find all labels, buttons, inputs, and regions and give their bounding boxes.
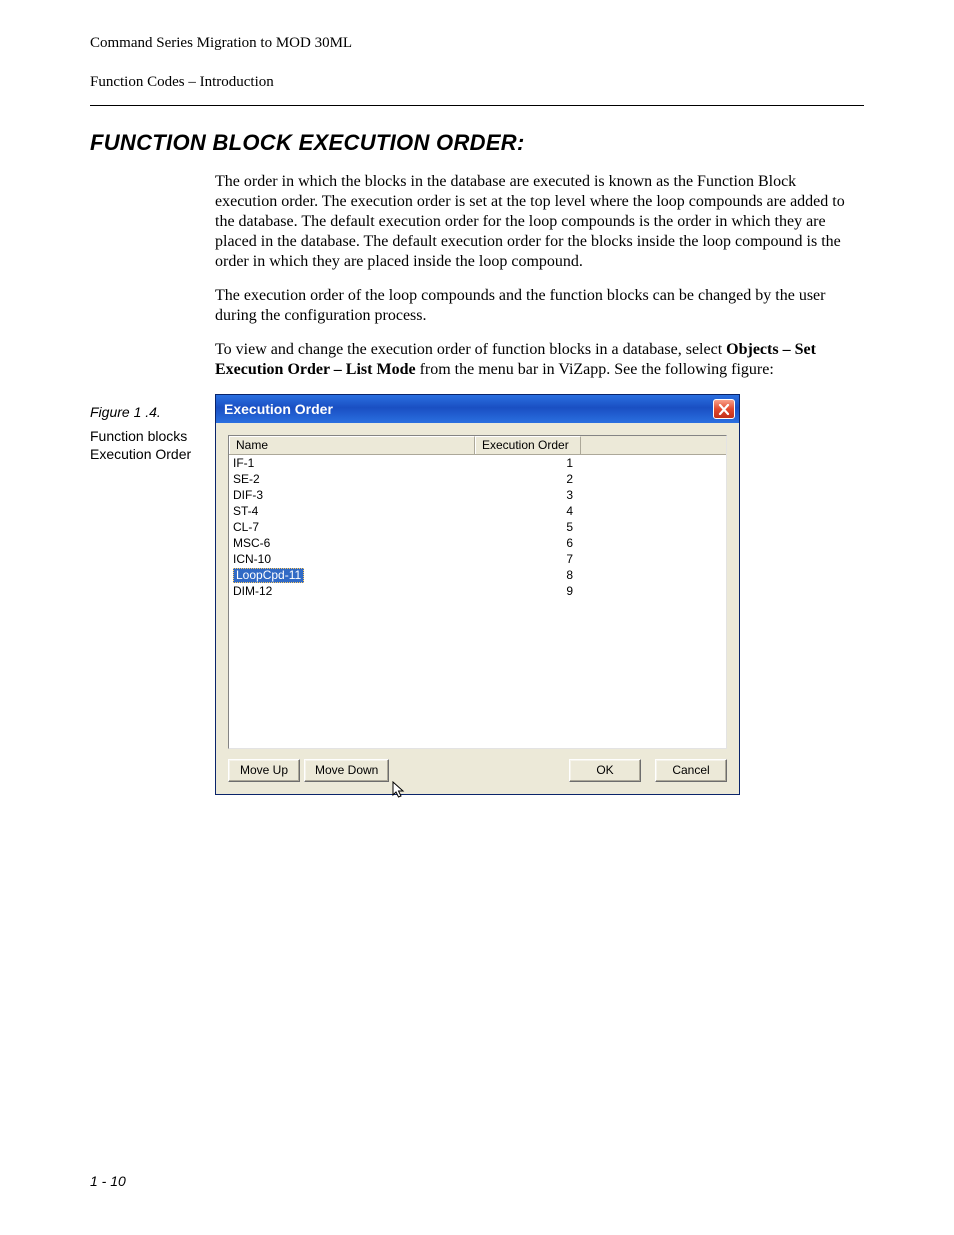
list-cell-name: ICN-10 [229, 551, 475, 567]
list-item[interactable]: ST-44 [229, 503, 726, 519]
list-item[interactable]: CL-75 [229, 519, 726, 535]
column-header-name[interactable]: Name [229, 436, 475, 454]
document-page: Command Series Migration to MOD 30ML Fun… [0, 0, 954, 1235]
list-cell-order: 6 [475, 535, 581, 551]
figure-description: Function blocks Execution Order [90, 428, 205, 463]
list-cell-order: 4 [475, 503, 581, 519]
paragraph-3-pre: To view and change the execution order o… [215, 341, 726, 358]
figure-row: Figure 1 .4. Function blocks Execution O… [90, 394, 864, 795]
list-cell-name: ST-4 [229, 503, 475, 519]
list-item[interactable]: SE-22 [229, 471, 726, 487]
list-item[interactable]: ICN-107 [229, 551, 726, 567]
page-number: 1 - 10 [90, 1173, 126, 1189]
list-cell-order: 3 [475, 487, 581, 503]
list-cell-name: IF-1 [229, 455, 475, 471]
close-icon [718, 404, 730, 415]
selected-item-text: LoopCpd-11 [233, 568, 304, 583]
close-button[interactable] [713, 399, 735, 419]
listview-rows-container: IF-11SE-22DIF-33ST-44CL-75MSC-66ICN-107L… [229, 455, 726, 599]
doc-header-title: Command Series Migration to MOD 30ML [90, 35, 864, 52]
dialog-body: Name Execution Order IF-11SE-22DIF-33ST-… [216, 423, 739, 794]
cancel-button[interactable]: Cancel [655, 759, 727, 782]
figure-caption-column: Figure 1 .4. Function blocks Execution O… [90, 394, 215, 795]
list-cell-order: 1 [475, 455, 581, 471]
figure-label: Figure 1 .4. [90, 404, 205, 420]
mouse-cursor-icon [392, 781, 406, 802]
listview-header-row: Name Execution Order [229, 436, 726, 455]
move-up-button[interactable]: Move Up [228, 759, 300, 782]
list-item[interactable]: IF-11 [229, 455, 726, 471]
body-column: The order in which the blocks in the dat… [215, 172, 859, 380]
list-cell-order: 9 [475, 583, 581, 599]
list-cell-name: DIM-12 [229, 583, 475, 599]
list-cell-name: CL-7 [229, 519, 475, 535]
dialog-title-text: Execution Order [224, 401, 333, 417]
list-cell-name: SE-2 [229, 471, 475, 487]
list-cell-order: 2 [475, 471, 581, 487]
section-heading: FUNCTION BLOCK EXECUTION ORDER: [90, 130, 864, 156]
list-cell-order: 7 [475, 551, 581, 567]
paragraph-3-post: from the menu bar in ViZapp. See the fol… [416, 361, 774, 378]
execution-order-listview[interactable]: Name Execution Order IF-11SE-22DIF-33ST-… [228, 435, 727, 749]
list-cell-name: LoopCpd-11 [229, 567, 475, 583]
list-cell-order: 5 [475, 519, 581, 535]
header-rule [90, 105, 864, 106]
paragraph-3: To view and change the execution order o… [215, 340, 859, 380]
move-down-button[interactable]: Move Down [304, 759, 389, 782]
execution-order-dialog: Execution Order Name Execution Order [215, 394, 740, 795]
list-item[interactable]: DIM-129 [229, 583, 726, 599]
dialog-button-row: Move Up Move Down OK Cancel [228, 759, 727, 782]
column-header-order[interactable]: Execution Order [475, 436, 581, 454]
list-item[interactable]: DIF-33 [229, 487, 726, 503]
list-cell-order: 8 [475, 567, 581, 583]
dialog-titlebar[interactable]: Execution Order [216, 395, 739, 423]
list-item[interactable]: LoopCpd-11 8 [229, 567, 726, 583]
ok-button[interactable]: OK [569, 759, 641, 782]
paragraph-2: The execution order of the loop compound… [215, 286, 859, 326]
list-cell-name: MSC-6 [229, 535, 475, 551]
list-cell-name: DIF-3 [229, 487, 475, 503]
doc-header-section: Function Codes – Introduction [90, 74, 864, 91]
paragraph-1: The order in which the blocks in the dat… [215, 172, 859, 272]
list-item[interactable]: MSC-66 [229, 535, 726, 551]
